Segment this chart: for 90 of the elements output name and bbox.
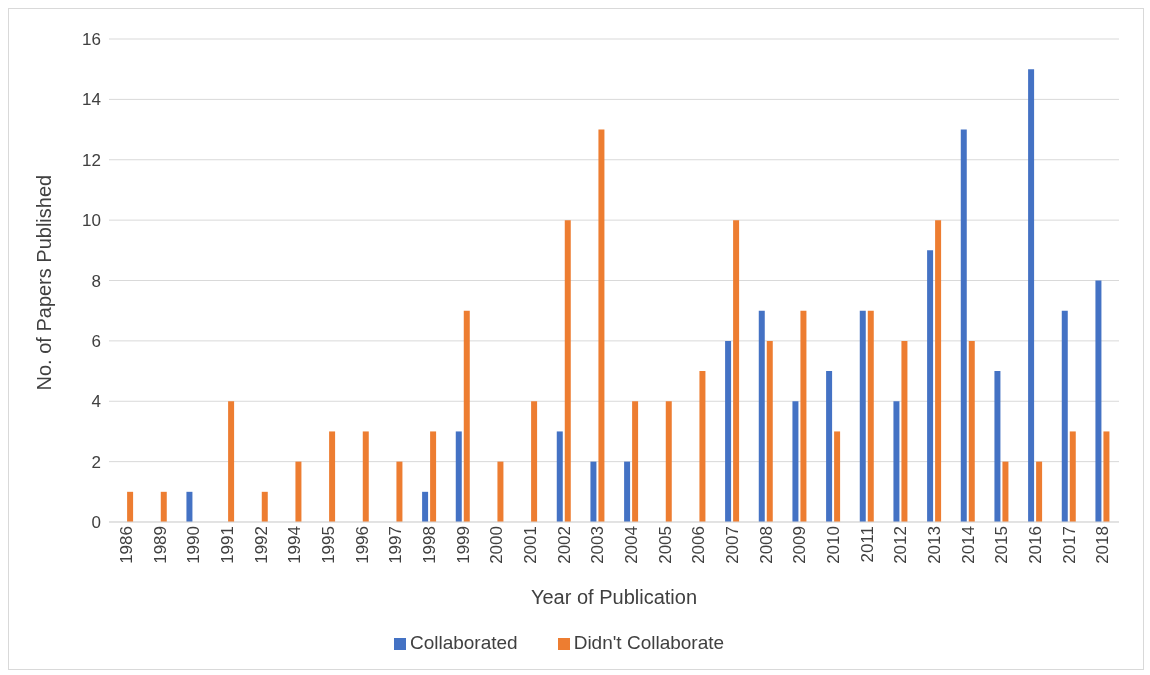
bar	[598, 129, 605, 522]
bar	[556, 431, 563, 522]
bar	[228, 401, 235, 522]
bar	[127, 491, 134, 522]
bar	[758, 310, 765, 522]
bar	[186, 491, 193, 522]
bar	[733, 220, 740, 522]
bar	[725, 340, 732, 522]
bar	[968, 340, 975, 522]
bar	[699, 371, 706, 522]
bar	[792, 401, 799, 522]
x-tick-label: 2001	[520, 526, 540, 564]
x-tick-label: 2014	[958, 526, 978, 564]
bar	[1061, 310, 1068, 522]
x-tick-label: 2006	[689, 526, 709, 564]
y-tick-label: 2	[91, 452, 101, 472]
x-tick-label: 1990	[184, 526, 204, 564]
x-tick-label: 1997	[386, 526, 406, 564]
legend-label: Collaborated	[409, 632, 518, 653]
y-axis-title: No. of Papers Published	[33, 174, 56, 391]
x-tick-label: 1998	[419, 526, 439, 564]
bar	[396, 461, 403, 522]
x-tick-label: 2010	[823, 526, 843, 564]
bar	[766, 340, 773, 522]
x-tick-label: 2018	[1093, 526, 1113, 564]
x-tick-label: 2005	[655, 526, 675, 564]
x-tick-label: 2004	[621, 526, 641, 564]
bar	[295, 461, 302, 522]
x-tick-label: 2000	[487, 526, 507, 564]
bar	[463, 310, 470, 522]
x-tick-label: 2017	[1059, 526, 1079, 564]
legend-label: Didn't Collaborate	[573, 632, 725, 653]
bar	[901, 340, 908, 522]
bar	[800, 310, 807, 522]
x-tick-label: 2002	[554, 526, 574, 564]
bar	[1095, 280, 1102, 522]
bar	[1002, 461, 1009, 522]
y-tick-label: 6	[91, 331, 101, 351]
bar	[160, 491, 167, 522]
x-tick-label: 1989	[150, 526, 170, 564]
x-tick-label: 1991	[217, 526, 237, 564]
bar	[834, 431, 841, 522]
y-tick-label: 8	[91, 271, 101, 291]
x-tick-label: 2003	[588, 526, 608, 564]
bar	[261, 491, 268, 522]
bar	[935, 220, 942, 522]
bar	[422, 491, 429, 522]
x-tick-label: 2007	[722, 526, 742, 564]
bar	[362, 431, 369, 522]
bar	[1028, 69, 1035, 522]
x-tick-label: 1994	[285, 526, 305, 564]
bar	[960, 129, 967, 522]
y-tick-label: 0	[91, 513, 101, 533]
bar	[497, 461, 504, 522]
bar	[927, 250, 934, 522]
x-tick-label: 2015	[992, 526, 1012, 564]
y-tick-label: 14	[82, 90, 101, 110]
x-tick-label: 1986	[116, 526, 136, 564]
bar	[329, 431, 336, 522]
x-tick-label: 2013	[924, 526, 944, 564]
bar	[1103, 431, 1110, 522]
x-tick-label: 2008	[756, 526, 776, 564]
y-tick-label: 16	[82, 30, 101, 50]
bar	[1069, 431, 1076, 522]
bar	[455, 431, 462, 522]
bar	[564, 220, 571, 522]
x-tick-label: 2009	[790, 526, 810, 564]
x-tick-label: 2016	[1025, 526, 1045, 564]
bar	[430, 431, 437, 522]
bar	[893, 401, 900, 522]
x-tick-label: 1992	[251, 526, 271, 564]
x-tick-label: 1999	[453, 526, 473, 564]
bar	[994, 371, 1001, 522]
y-tick-label: 10	[82, 211, 101, 231]
x-tick-label: 1996	[352, 526, 372, 564]
x-tick-label: 1995	[318, 526, 338, 564]
x-tick-label: 2011	[857, 526, 877, 563]
bar	[826, 371, 833, 522]
x-tick-label: 2012	[891, 526, 911, 564]
y-tick-label: 4	[91, 392, 101, 412]
bar	[632, 401, 639, 522]
bar	[624, 461, 631, 522]
x-axis-title: Year of Publication	[530, 586, 698, 608]
bar	[867, 310, 874, 522]
bar	[859, 310, 866, 522]
bar	[665, 401, 672, 522]
bar	[531, 401, 538, 522]
bar	[1036, 461, 1043, 522]
bar	[590, 461, 597, 522]
y-tick-label: 12	[82, 150, 101, 170]
